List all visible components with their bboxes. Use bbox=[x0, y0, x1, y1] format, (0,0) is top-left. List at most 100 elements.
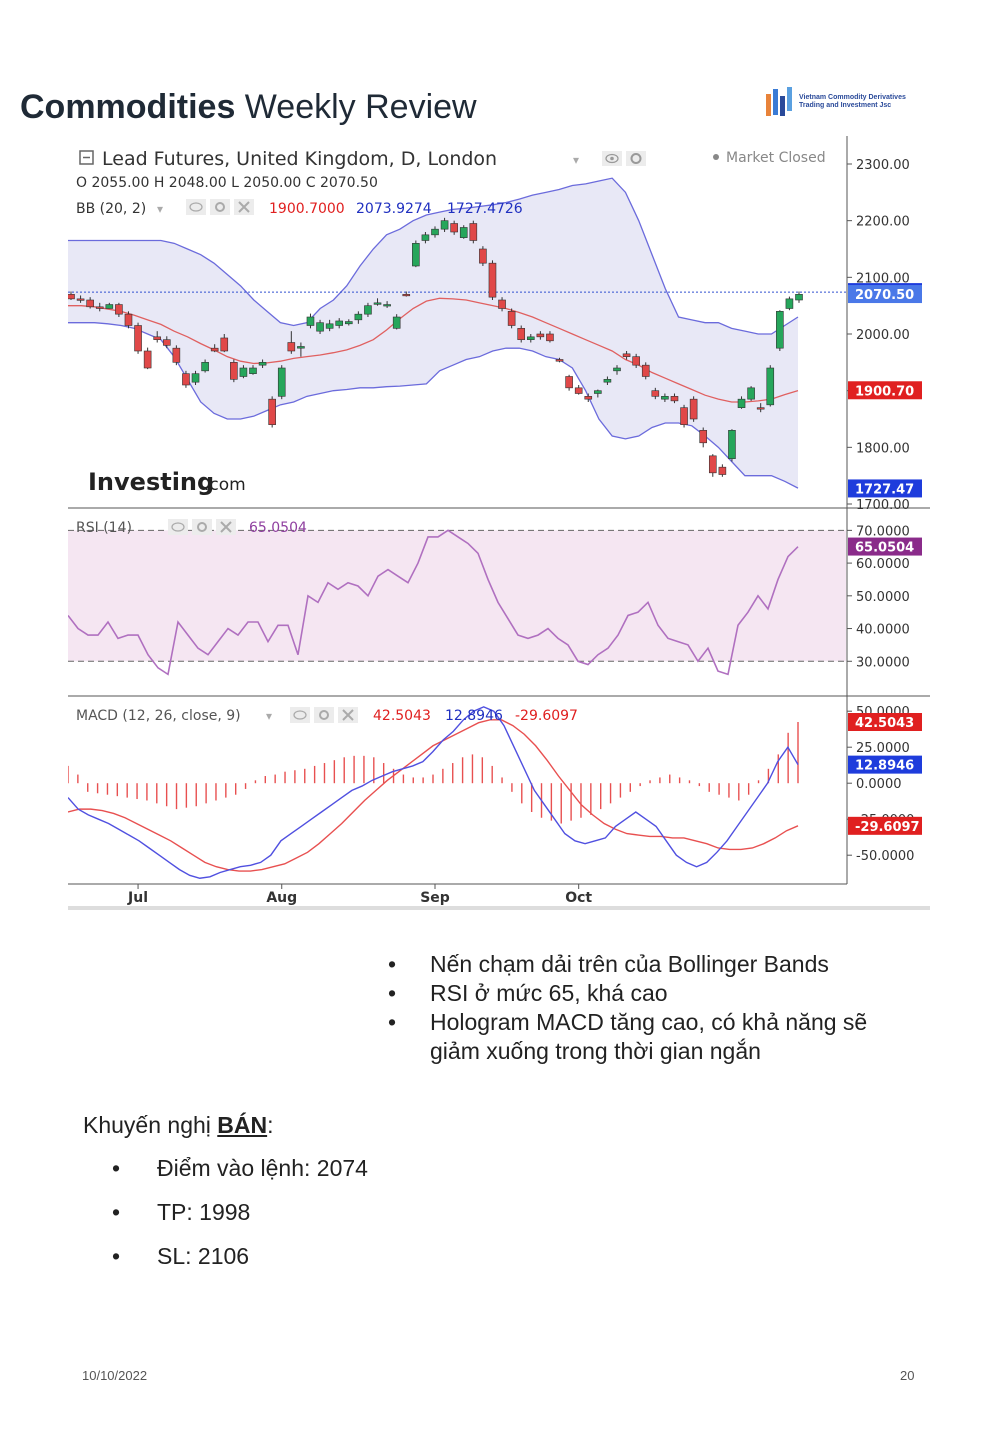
candle-body bbox=[421, 234, 430, 241]
candle-body bbox=[76, 298, 85, 301]
signal-value: 12.8946 bbox=[445, 708, 503, 724]
candle-body bbox=[536, 333, 545, 338]
bb-mid-value: 1900.7000 bbox=[269, 201, 345, 217]
collapse-icon[interactable] bbox=[79, 150, 94, 165]
bb-dropdown-icon[interactable]: ▾ bbox=[157, 202, 163, 216]
price-tick-label: 2100.00 bbox=[856, 271, 910, 286]
price-tick-label: 2200.00 bbox=[856, 215, 910, 230]
candle-body bbox=[344, 321, 353, 325]
macd-value: 42.5043 bbox=[373, 708, 431, 724]
x-tick-label: Oct bbox=[565, 890, 592, 906]
rsi-tick-label: 30.0000 bbox=[856, 655, 910, 670]
price-panel bbox=[68, 177, 846, 489]
bb-lower-value: 1727.4726 bbox=[447, 201, 523, 217]
macd-badge: -29.6097 bbox=[848, 816, 922, 835]
histogram-value: -29.6097 bbox=[515, 708, 578, 724]
rsi-panel bbox=[68, 529, 846, 676]
candle-body bbox=[680, 407, 688, 425]
candle-body bbox=[574, 387, 583, 394]
bb-gear-icon[interactable] bbox=[210, 199, 230, 215]
candle bbox=[373, 298, 382, 306]
candle-body bbox=[498, 299, 506, 309]
bb-eye-icon[interactable] bbox=[186, 199, 206, 215]
candle-body bbox=[373, 302, 382, 305]
candle-body bbox=[507, 311, 516, 326]
candle-body bbox=[335, 320, 344, 326]
rsi-badge: 65.0504 bbox=[848, 537, 922, 556]
macd-eye-icon[interactable] bbox=[290, 707, 310, 723]
page-title-rest: Weekly Review bbox=[235, 88, 477, 126]
candle-body bbox=[162, 339, 171, 346]
candle bbox=[220, 334, 229, 353]
bb-close-icon[interactable] bbox=[234, 199, 254, 215]
page-title-bold: Commodities bbox=[20, 88, 236, 126]
candle bbox=[115, 302, 123, 317]
footer-date: 10/10/2022 bbox=[82, 1368, 148, 1383]
candle bbox=[143, 347, 152, 370]
candle bbox=[249, 365, 257, 375]
macd-badge: 12.8946 bbox=[848, 755, 922, 774]
price-tick-label: 1800.00 bbox=[856, 441, 910, 456]
macd-close-icon[interactable] bbox=[338, 707, 358, 723]
candle bbox=[469, 220, 478, 244]
rsi-tick-label: 40.0000 bbox=[856, 623, 910, 638]
candle-body bbox=[546, 333, 554, 342]
candle bbox=[421, 232, 430, 244]
candle-body bbox=[172, 347, 181, 363]
candle bbox=[162, 336, 171, 349]
price-tick-label: 2000.00 bbox=[856, 328, 910, 343]
candle-body bbox=[153, 336, 162, 340]
macd-badge-text: -29.6097 bbox=[855, 820, 920, 835]
chart-title: Lead Futures, United Kingdom, D, London bbox=[102, 148, 497, 170]
rsi-label: RSI (14) bbox=[76, 520, 132, 536]
candle bbox=[785, 296, 794, 311]
candle-body bbox=[689, 398, 698, 420]
market-status: Market Closed bbox=[726, 150, 826, 166]
rsi-gear-icon[interactable] bbox=[192, 519, 212, 535]
candle-body bbox=[555, 359, 564, 362]
eye-icon[interactable] bbox=[602, 151, 622, 166]
candle bbox=[153, 331, 162, 343]
candle bbox=[459, 225, 468, 239]
candle-body bbox=[488, 262, 497, 298]
market-status-dot bbox=[713, 154, 719, 160]
page-title: Commodities Weekly Review bbox=[20, 88, 477, 127]
candle-body bbox=[565, 376, 573, 389]
candle-body bbox=[613, 367, 621, 372]
rsi-tick-label: 60.0000 bbox=[856, 557, 910, 572]
macd-dropdown-icon[interactable]: ▾ bbox=[266, 709, 272, 723]
candle-body bbox=[756, 407, 765, 410]
candle bbox=[488, 260, 497, 300]
gear-icon[interactable] bbox=[626, 151, 646, 166]
macd-tick-label: 0.0000 bbox=[856, 777, 902, 792]
analysis-bullet: • RSI ở mức 65, khá cao bbox=[388, 980, 668, 1006]
candle bbox=[526, 334, 535, 343]
candle-body bbox=[776, 311, 784, 349]
candle bbox=[776, 310, 784, 351]
rsi-close-icon[interactable] bbox=[216, 519, 236, 535]
ohlc-readout: O 2055.00 H 2048.00 L 2050.00 C 2070.50 bbox=[76, 175, 378, 191]
candle-body bbox=[68, 294, 75, 300]
candle bbox=[431, 226, 439, 238]
macd-label: MACD (12, 26, close, 9) bbox=[76, 708, 241, 724]
candle-body bbox=[325, 323, 334, 329]
candle bbox=[191, 370, 200, 385]
macd-gear-icon[interactable] bbox=[314, 707, 334, 723]
rsi-tick-label: 50.0000 bbox=[856, 590, 910, 605]
candle-body bbox=[297, 346, 305, 349]
title-dropdown-icon[interactable]: ▾ bbox=[573, 153, 579, 167]
candle bbox=[766, 365, 775, 407]
candle-body bbox=[517, 328, 526, 340]
candle-body bbox=[134, 325, 142, 352]
x-tick-label: Aug bbox=[266, 890, 297, 906]
rsi-eye-icon[interactable] bbox=[168, 519, 188, 535]
chart-bottom-border bbox=[68, 906, 930, 910]
entry-point: • Điểm vào lệnh: 2074 bbox=[112, 1155, 368, 1181]
candle bbox=[641, 362, 650, 380]
price-badge-text: 1727.47 bbox=[855, 482, 914, 497]
candle bbox=[737, 396, 746, 409]
candle bbox=[440, 217, 449, 232]
candle-body bbox=[718, 466, 727, 475]
candle-body bbox=[431, 228, 439, 236]
price-badge-text: 2070.50 bbox=[855, 288, 914, 303]
